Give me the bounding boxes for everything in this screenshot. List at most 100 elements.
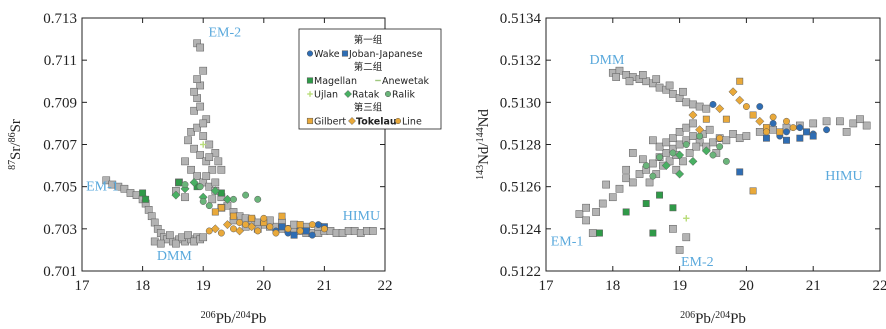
data-point [692, 142, 701, 151]
data-point [598, 199, 607, 208]
data-point [205, 202, 213, 210]
data-point [172, 239, 180, 248]
series-line [716, 103, 797, 142]
series-ujlan [683, 215, 690, 222]
y-tick-label: 0.5122 [500, 264, 541, 280]
x-tick-label: 19 [672, 278, 687, 294]
data-point [248, 214, 256, 222]
x-tick-label: 22 [378, 278, 393, 294]
data-point [769, 125, 777, 134]
data-point [675, 150, 685, 160]
legend-marker [307, 91, 313, 97]
data-point [242, 221, 250, 229]
data-point [776, 128, 784, 136]
data-point [662, 138, 671, 147]
y-tick-label: 0.705 [43, 180, 77, 196]
y-tick-label: 0.5132 [500, 53, 541, 69]
data-point [656, 153, 664, 161]
data-point [675, 128, 684, 136]
data-point [689, 100, 697, 109]
data-point [669, 224, 677, 233]
data-point [679, 87, 687, 96]
data-point [211, 178, 220, 187]
data-point [254, 195, 262, 203]
legend-label: Wake [314, 49, 340, 60]
data-point [682, 233, 691, 242]
data-point [722, 157, 730, 165]
data-point [749, 187, 757, 195]
data-point [196, 102, 205, 111]
data-point [181, 181, 189, 189]
data-point [709, 151, 717, 159]
data-point [602, 180, 610, 189]
legend-label: Ralik [392, 90, 415, 101]
data-point [189, 177, 199, 187]
y-tick-label: 0.5124 [500, 222, 542, 238]
data-point [592, 208, 600, 216]
data-point [193, 172, 201, 180]
legend-label: Anewetak [382, 76, 430, 87]
data-point [736, 168, 744, 176]
series-magellan [595, 191, 677, 237]
data-point [656, 191, 664, 199]
data-point [755, 128, 764, 136]
x-axis-label-part: Pb/ [216, 311, 237, 327]
data-point [836, 117, 844, 126]
data-point [290, 231, 298, 239]
data-point [205, 153, 214, 162]
data-point [208, 195, 217, 204]
data-point [688, 156, 698, 166]
data-point [649, 229, 657, 237]
data-point [205, 140, 214, 149]
data-point [661, 161, 671, 171]
endmember-label: EM-2 [681, 255, 714, 270]
data-point [217, 204, 225, 212]
data-point [205, 182, 214, 191]
series-tokelau [210, 220, 257, 236]
data-point [822, 117, 831, 126]
y-tick-label: 0.701 [43, 264, 77, 280]
endmember-label: HIMU [825, 169, 862, 184]
x-tick-label: 20 [739, 278, 754, 294]
legend-label: Gilbert [314, 117, 346, 128]
data-point [230, 212, 237, 220]
data-point [199, 233, 208, 242]
x-axis-label-sup: 204 [236, 310, 251, 321]
data-point [184, 136, 192, 145]
data-point [254, 227, 262, 235]
sr-pb-chart: 17 18 19 20 21 22 0.701 0.703 0.705 0.707 0.709 0.7… [7, 11, 442, 327]
y-tick-label: 0.5128 [500, 138, 541, 154]
data-point [193, 75, 201, 83]
data-point [196, 183, 204, 191]
data-point [628, 178, 637, 187]
data-point [709, 138, 717, 147]
data-point [642, 200, 650, 207]
data-point [230, 225, 237, 233]
data-point [199, 197, 207, 205]
data-point [665, 81, 674, 90]
data-point [823, 126, 831, 134]
data-point [669, 204, 677, 212]
x-tick-label: 17 [539, 278, 555, 294]
data-point [308, 231, 316, 239]
data-point [736, 77, 744, 85]
data-point [639, 71, 647, 79]
y-axis-label: 87Sr/86Sr [7, 119, 25, 170]
data-point [171, 190, 181, 200]
data-point [652, 75, 661, 83]
data-point [190, 87, 198, 96]
data-point [722, 136, 731, 145]
data-point [296, 221, 304, 229]
data-point [575, 210, 584, 218]
data-point [695, 125, 705, 135]
endmember-label: DMM [157, 249, 193, 264]
data-point [749, 111, 757, 119]
data-point [688, 110, 698, 120]
data-point [769, 119, 777, 127]
data-point [199, 132, 208, 140]
legend-group-header: 第三组 [354, 102, 383, 114]
series-joban-japanese [736, 128, 817, 176]
data-point [783, 117, 790, 125]
endmember-label: EM-1 [86, 180, 119, 195]
